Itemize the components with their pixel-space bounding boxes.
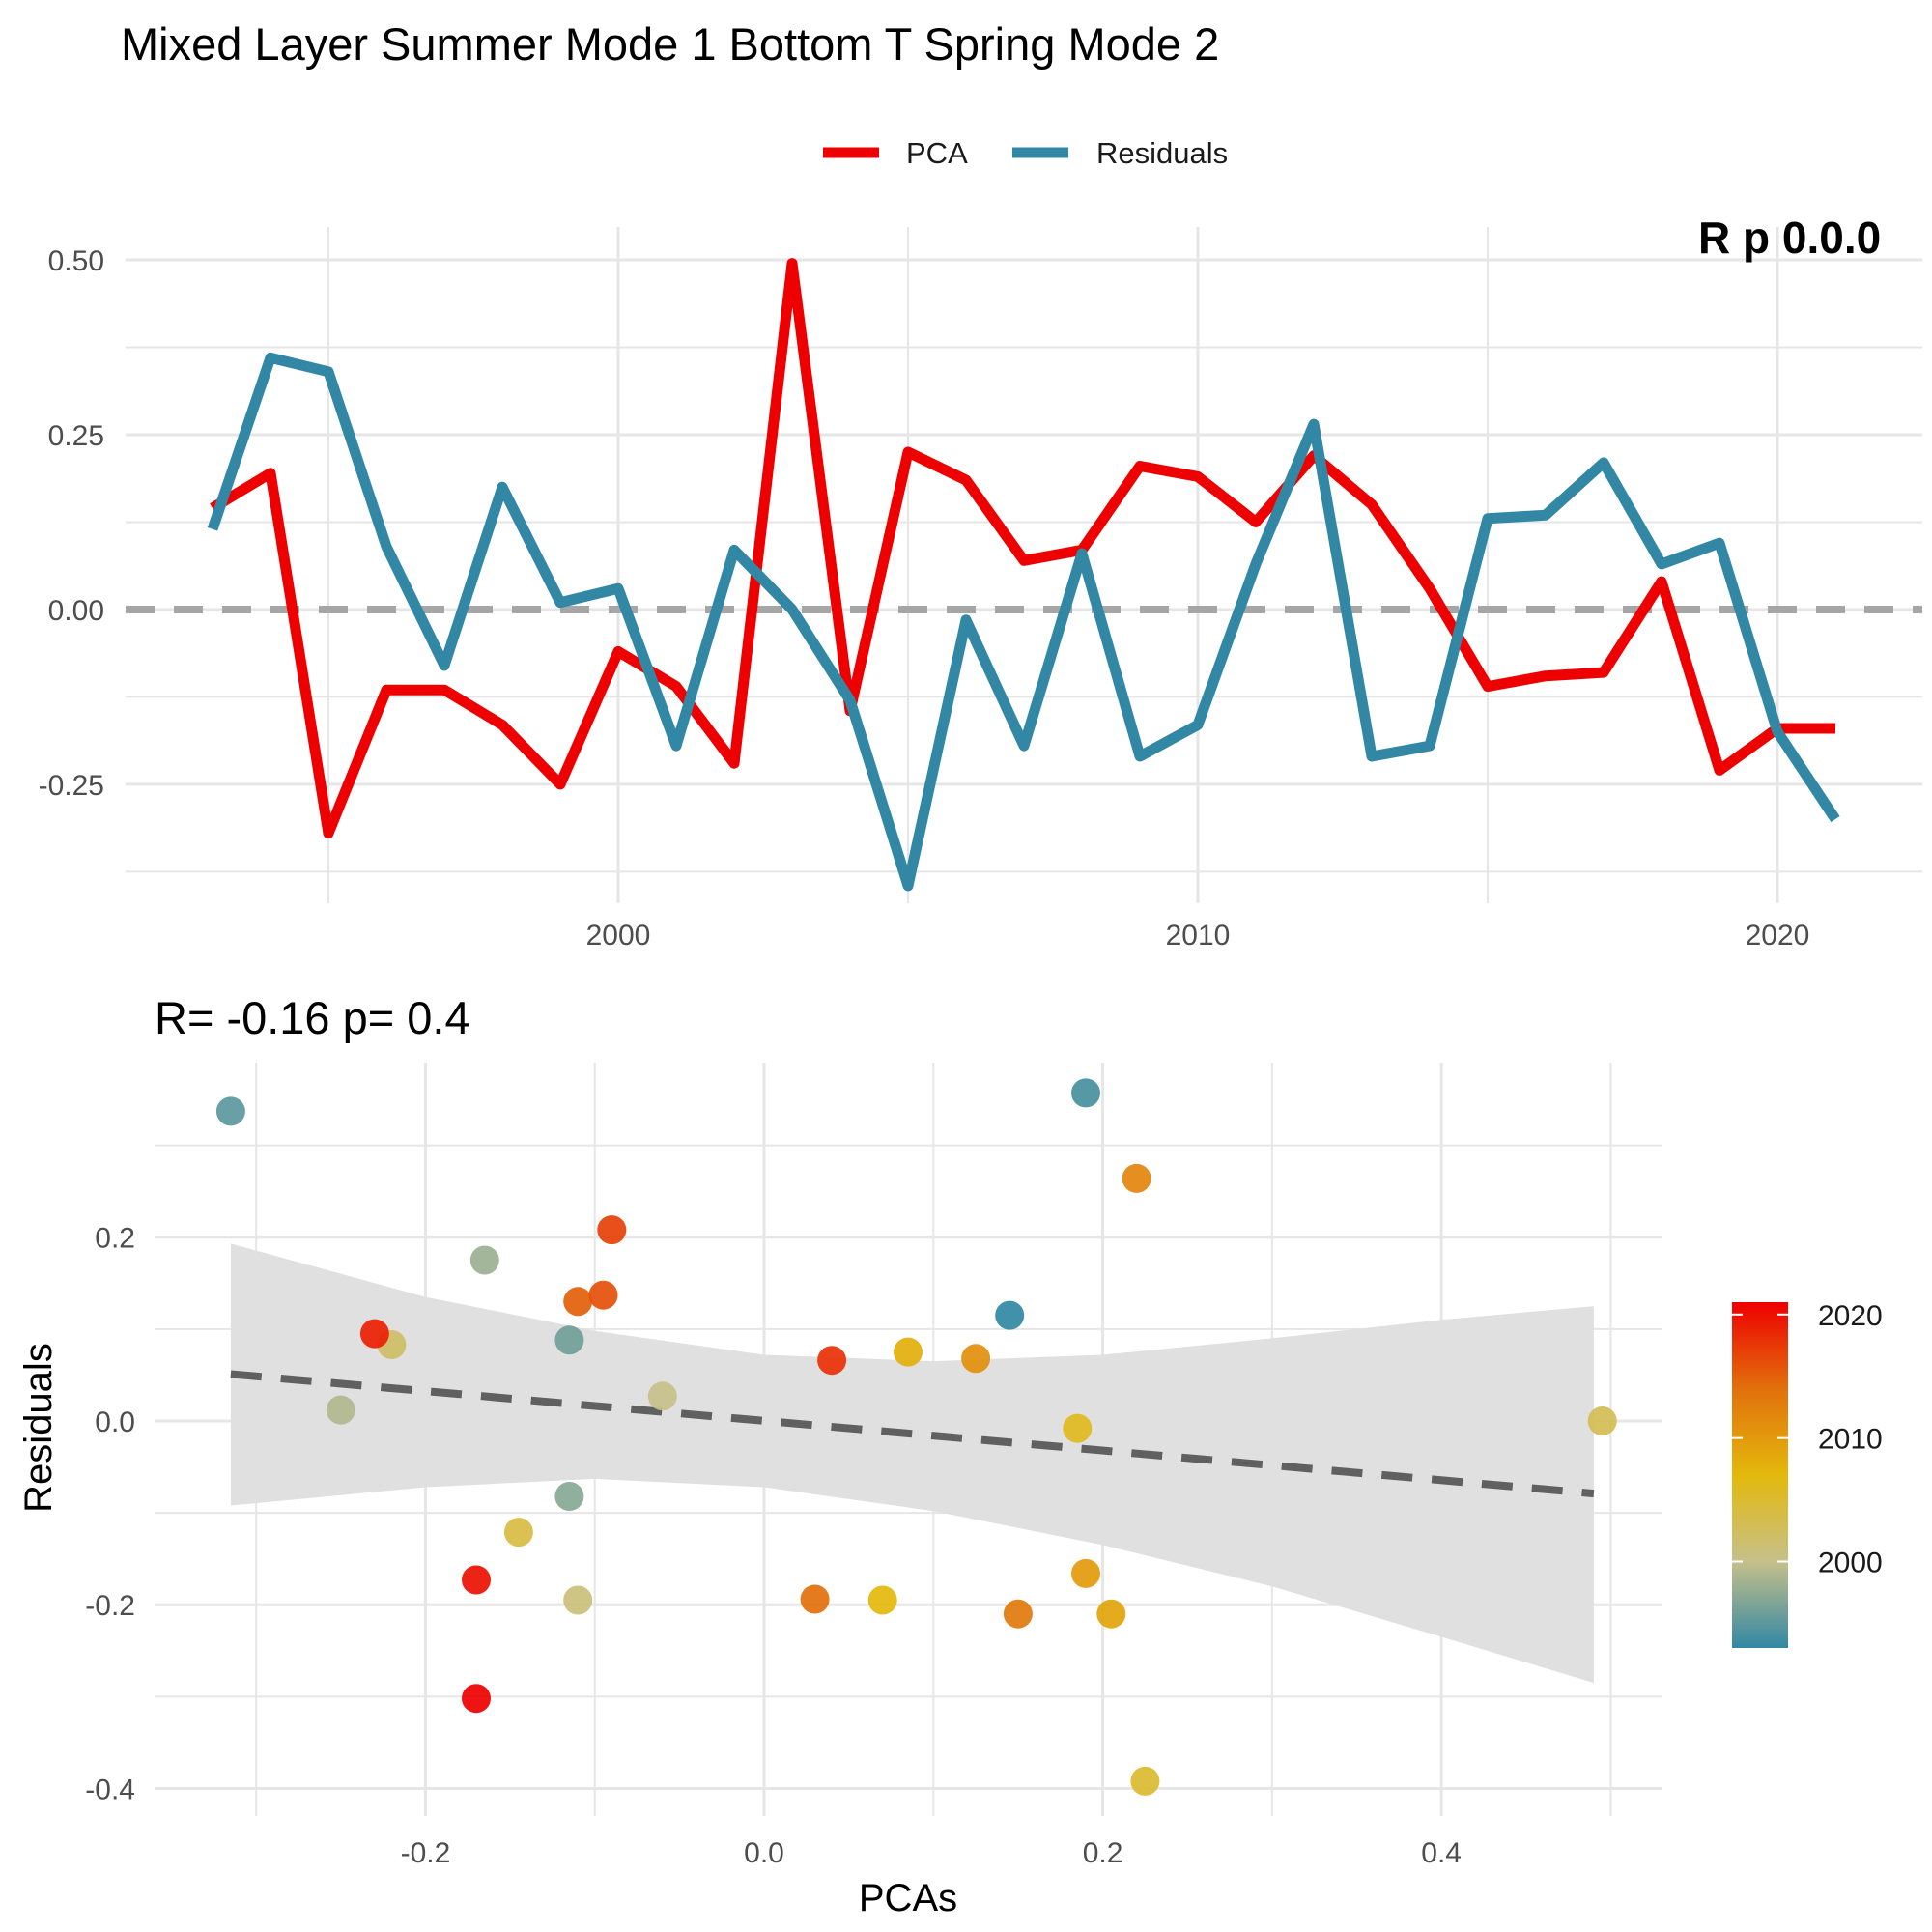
colorbar-tick-label: 2010 (1818, 1424, 1883, 1456)
scatter-point (995, 1300, 1025, 1330)
x-tick-label: 0.0 (744, 1837, 784, 1869)
scatter-panel: R= -0.16 p= 0.4 -0.4 -0.2 0.0 0.2 -0.2 0.0 0.… (17, 992, 1662, 1919)
scatter-y-axis-title: Residuals (17, 1343, 60, 1513)
scatter-point (326, 1395, 355, 1425)
figure-title: Mixed Layer Summer Mode 1 Bottom T Sprin… (121, 18, 1219, 70)
y-tick-label: 0.2 (95, 1223, 135, 1255)
legend-label-residuals: Residuals (1096, 136, 1228, 170)
scatter-point (462, 1684, 491, 1714)
scatter-point (588, 1280, 618, 1310)
time-series-panel: -0.25 0.00 0.25 0.50 2000 2010 2020 R p 0.0.0 (39, 213, 1922, 952)
x-tick-label: -0.2 (401, 1837, 451, 1869)
regression-fit-line (230, 1370, 1595, 1498)
y-tick-label: 0.50 (48, 245, 104, 277)
scatter-points (215, 1078, 1617, 1796)
scatter-point (1063, 1413, 1093, 1443)
scatter-point (817, 1346, 847, 1376)
scatter-point (1122, 1163, 1151, 1193)
scatter-point (1587, 1406, 1617, 1435)
colorbar-tick-label: 2000 (1818, 1548, 1883, 1579)
scatter-point (1071, 1078, 1100, 1108)
scatter-point (215, 1096, 245, 1126)
scatter-point (462, 1565, 491, 1595)
time-series-x-axis: 2000 2010 2020 (586, 920, 1810, 952)
scatter-point (961, 1344, 991, 1374)
scatter-point (563, 1585, 593, 1615)
legend-label-pca: PCA (906, 136, 968, 170)
scatter-point (800, 1584, 830, 1614)
year-colorbar: 2000 2010 2020 (1732, 1300, 1883, 1648)
pca-series-line (210, 258, 1835, 839)
x-tick-label: 2020 (1746, 920, 1810, 952)
colorbar-gradient (1732, 1302, 1788, 1648)
scatter-point (597, 1215, 627, 1245)
y-tick-label: 0.0 (95, 1406, 135, 1438)
y-tick-label: 0.25 (48, 420, 104, 452)
scatter-point (1130, 1766, 1160, 1796)
scatter-point (647, 1381, 677, 1411)
y-tick-label: 0.00 (48, 595, 104, 627)
scatter-point (554, 1325, 584, 1355)
y-tick-label: -0.2 (85, 1590, 135, 1622)
legend: PCA Residuals (823, 136, 1228, 170)
scatter-point (563, 1287, 593, 1317)
scatter-point (1071, 1558, 1100, 1588)
scatter-x-axis: -0.2 0.0 0.2 0.4 (401, 1837, 1462, 1869)
x-tick-label: 0.2 (1083, 1837, 1123, 1869)
clipped-corner-annotation: R p 0.0.0 (1698, 213, 1881, 263)
scatter-point (469, 1245, 499, 1275)
scatter-title: R= -0.16 p= 0.4 (155, 992, 470, 1043)
confidence-band (230, 1243, 1594, 1684)
scatter-point (1003, 1599, 1033, 1629)
colorbar-tick-label: 2020 (1818, 1300, 1883, 1332)
scatter-point (554, 1482, 584, 1511)
scatter-x-axis-title: PCAs (859, 1877, 957, 1919)
colorbar-ticks: 2000 2010 2020 (1732, 1300, 1883, 1579)
scatter-point (1096, 1599, 1126, 1629)
y-tick-label: -0.4 (85, 1774, 135, 1805)
y-tick-label: -0.25 (39, 770, 104, 802)
scatter-point (867, 1585, 897, 1615)
time-series-y-axis: -0.25 0.00 0.25 0.50 (39, 245, 104, 802)
scatter-point (359, 1319, 389, 1349)
scatter-point (503, 1518, 533, 1548)
residuals-series-line (207, 352, 1840, 892)
scatter-y-axis: -0.4 -0.2 0.0 0.2 (85, 1223, 135, 1806)
scatter-point (894, 1337, 923, 1367)
x-tick-label: 2010 (1166, 920, 1231, 952)
x-tick-label: 2000 (586, 920, 651, 952)
x-tick-label: 0.4 (1421, 1837, 1462, 1869)
